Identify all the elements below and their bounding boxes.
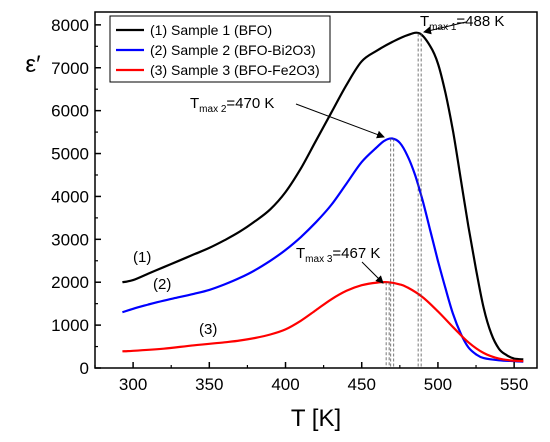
- y-tick-label-7000: 7000: [51, 59, 89, 78]
- tmax-arrow-3: [361, 261, 384, 284]
- y-tick-label-8000: 8000: [51, 16, 89, 35]
- tmax-annotation-2: Tmax 2=470 K: [190, 95, 274, 115]
- x-axis-title: T [K]: [291, 405, 341, 432]
- guide-layer: [385, 33, 422, 368]
- tmax-arrow-1: [423, 21, 467, 35]
- curve-label-layer: (1)(2) (3): [133, 249, 217, 338]
- x-tick-label-350: 350: [195, 375, 223, 394]
- legend-label-3: (3) Sample 3 (BFO-Fe2O3): [150, 62, 320, 78]
- y-tick-label-1000: 1000: [51, 316, 89, 335]
- curve-label-3: (3): [199, 321, 217, 338]
- legend-label-2: (2) Sample 2 (BFO-Bi2O3): [150, 42, 316, 58]
- series-layer: [122, 31, 524, 363]
- x-tick-label-300: 300: [119, 375, 147, 394]
- tmax-arrow-2: [295, 103, 385, 139]
- curve-label-2: (2): [153, 276, 171, 293]
- series-line-1: [122, 31, 524, 361]
- x-tick-label-400: 400: [271, 375, 299, 394]
- y-tick-label-0: 0: [80, 359, 89, 378]
- x-tick-label-450: 450: [348, 375, 376, 394]
- y-tick-label-2000: 2000: [51, 273, 89, 292]
- y-tick-label-6000: 6000: [51, 102, 89, 121]
- series-line-2: [122, 137, 524, 363]
- y-tick-label-3000: 3000: [51, 230, 89, 249]
- legend-box: [109, 15, 331, 83]
- tick-layer: 300 350 400 450 500 550 0 1000 2000 3000 4000 5000 6…: [51, 16, 528, 394]
- x-tick-label-500: 500: [424, 375, 452, 394]
- tmax-annotation-3: Tmax 3=467 K: [296, 245, 380, 265]
- x-tick-label-550: 550: [500, 375, 528, 394]
- legend: (1) Sample 1 (BFO) (2) Sample 2 (BFO-Bi2O…: [109, 15, 331, 83]
- y-tick-label-4000: 4000: [51, 187, 89, 206]
- y-axis-title: ε′: [25, 51, 41, 78]
- curve-label-1: (1): [133, 249, 151, 266]
- legend-label-1: (1) Sample 1 (BFO): [150, 22, 272, 38]
- y-tick-label-5000: 5000: [51, 145, 89, 164]
- plot-frame: [94, 11, 538, 369]
- series-line-3: [122, 280, 524, 363]
